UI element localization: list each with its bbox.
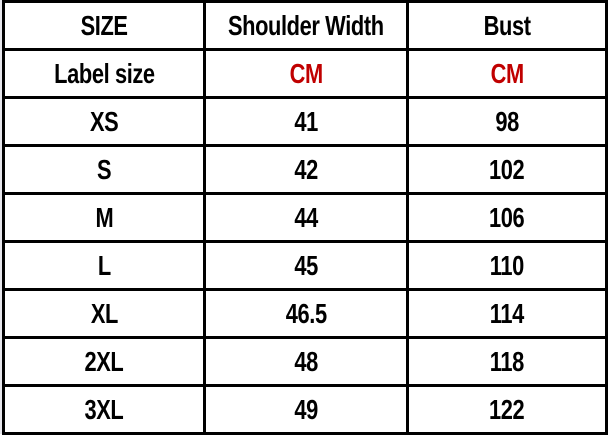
units-cell: Label size: [2, 48, 206, 99]
header-cell: SIZE: [2, 0, 206, 51]
cell-shoulder: 48: [294, 345, 318, 377]
cell-size: 2XL: [84, 345, 124, 377]
cell-bust: 114: [489, 297, 525, 329]
table-cell: 110: [406, 240, 608, 291]
header-row: SIZE Shoulder Width Bust: [2, 0, 608, 51]
bust-unit: CM: [490, 57, 524, 89]
cell-bust: 110: [489, 249, 525, 281]
cell-bust: 98: [495, 105, 519, 137]
table-cell: 106: [406, 192, 608, 243]
table-row: XS 41 98: [2, 96, 608, 147]
cell-shoulder: 42: [294, 153, 318, 185]
table-cell: 41: [203, 96, 409, 147]
table-row: M 44 106: [2, 192, 608, 243]
units-row: Label size CM CM: [2, 48, 608, 99]
table-cell: 46.5: [203, 288, 409, 339]
table-cell: 118: [406, 336, 608, 387]
table-row: S 42 102: [2, 144, 608, 195]
header-size: SIZE: [80, 9, 128, 41]
cell-shoulder: 46.5: [285, 297, 327, 329]
table-cell: L: [2, 240, 206, 291]
cell-size: S: [96, 153, 112, 185]
table-cell: 3XL: [2, 384, 206, 435]
table-cell: 49: [203, 384, 409, 435]
table-cell: XL: [2, 288, 206, 339]
table-cell: XS: [2, 96, 206, 147]
units-cell: CM: [203, 48, 409, 99]
header-bust: Bust: [483, 9, 531, 41]
left-edge-strip: [0, 0, 3, 434]
table-cell: 2XL: [2, 336, 206, 387]
cell-size: L: [97, 249, 111, 281]
table-cell: 44: [203, 192, 409, 243]
table-row: 2XL 48 118: [2, 336, 608, 387]
cell-shoulder: 44: [294, 201, 318, 233]
cell-size: M: [95, 201, 113, 233]
cell-shoulder: 49: [294, 393, 318, 425]
table-cell: 45: [203, 240, 409, 291]
table-cell: 102: [406, 144, 608, 195]
table-cell: 48: [203, 336, 409, 387]
table-cell: 114: [406, 288, 608, 339]
table-cell: M: [2, 192, 206, 243]
units-cell: CM: [406, 48, 608, 99]
table-cell: 42: [203, 144, 409, 195]
cell-bust: 106: [489, 201, 525, 233]
table-cell: 122: [406, 384, 608, 435]
table-cell: 98: [406, 96, 608, 147]
table-cell: S: [2, 144, 206, 195]
header-shoulder-width: Shoulder Width: [228, 9, 384, 41]
cell-bust: 102: [489, 153, 525, 185]
cell-shoulder: 45: [294, 249, 318, 281]
header-cell: Bust: [406, 0, 608, 51]
table-row: 3XL 49 122: [2, 384, 608, 435]
table-row: XL 46.5 114: [2, 288, 608, 339]
cell-size: XL: [90, 297, 118, 329]
header-cell: Shoulder Width: [203, 0, 409, 51]
cell-shoulder: 41: [294, 105, 318, 137]
cell-size: XS: [89, 105, 119, 137]
cell-bust: 122: [489, 393, 525, 425]
cell-size: 3XL: [84, 393, 124, 425]
label-size: Label size: [53, 57, 155, 89]
shoulder-unit: CM: [289, 57, 323, 89]
table-row: L 45 110: [2, 240, 608, 291]
cell-bust: 118: [489, 345, 525, 377]
